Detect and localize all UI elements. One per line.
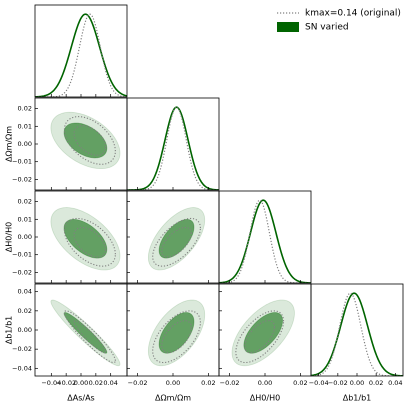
- y-tick-label: 0.02: [18, 105, 32, 113]
- plot-area: [50, 299, 121, 367]
- x-tick-label: 0.02: [369, 379, 383, 387]
- plot-area: [311, 292, 403, 376]
- y-tick-label: 0.02: [18, 307, 32, 315]
- x-tick-label: 0.02: [293, 379, 307, 387]
- x-tick-label: 0.00: [258, 379, 272, 387]
- contour: [63, 217, 116, 267]
- panel: [34, 4, 128, 98]
- panel: 0.02 0.01 0.00 −0.01 −0.02: [12, 190, 128, 284]
- y-tick-label: 0.01: [18, 215, 32, 223]
- x-tick-label: 0.00: [166, 379, 180, 387]
- y-tick-label: −0.02: [12, 345, 32, 353]
- contour: [152, 217, 201, 267]
- contour: [152, 310, 201, 364]
- density-curve: [311, 292, 403, 376]
- density-curve: [35, 13, 127, 97]
- x-tick-label: −0.04: [309, 379, 329, 387]
- x-tick-label: −0.02: [328, 379, 348, 387]
- y-tick-label: 0.00: [18, 233, 32, 241]
- density-curve: [127, 106, 219, 190]
- y-axis-label: Δb1/b1: [5, 316, 14, 345]
- plot-area: [147, 207, 206, 271]
- x-axis-label: ΔΩm/Ωm: [155, 394, 191, 403]
- contour: [243, 312, 283, 354]
- x-tick-label: −0.02: [128, 379, 148, 387]
- legend-swatch: [277, 22, 299, 32]
- contour: [63, 310, 116, 364]
- y-tick-label: 0.01: [18, 122, 32, 130]
- x-axis-label: ΔAs/As: [67, 394, 94, 403]
- contour: [63, 116, 116, 165]
- y-tick-label: −0.01: [12, 251, 32, 259]
- panel: −0.04 −0.02 0.00 0.02 0.04: [309, 283, 404, 387]
- x-tick-label: 0.02: [89, 379, 103, 387]
- contour: [161, 226, 192, 258]
- density-curve: [127, 106, 219, 190]
- x-axis-label: ΔH0/H0: [250, 394, 280, 403]
- y-tick-label: −0.04: [12, 364, 32, 372]
- panel: 0.02 0.01 0.00 −0.01 −0.02: [12, 97, 128, 191]
- density-curve: [219, 199, 311, 283]
- panel: [126, 190, 220, 284]
- x-tick-label: 0.04: [388, 379, 402, 387]
- x-axis-label: Δb1/b1: [343, 394, 372, 403]
- x-tick-label: −0.02: [220, 379, 240, 387]
- x-tick-label: −0.04: [41, 379, 61, 387]
- x-tick-label: 0.00: [74, 379, 88, 387]
- legend-label: SN varied: [305, 23, 349, 33]
- density-curve: [311, 292, 403, 376]
- y-tick-label: 0.00: [18, 140, 32, 148]
- density-curve: [219, 199, 311, 283]
- y-axis-label: ΔΩm/Ωm: [5, 126, 14, 162]
- panel: −0.02 0.00 0.02: [126, 283, 220, 387]
- panel: [126, 97, 220, 191]
- contour: [235, 310, 285, 364]
- panel: [218, 190, 312, 284]
- plot-area: [35, 13, 127, 97]
- y-tick-label: −0.01: [12, 158, 32, 166]
- panel-frame: [310, 283, 404, 377]
- y-tick-label: −0.02: [12, 175, 32, 183]
- y-axis-label: ΔH0/H0: [5, 222, 14, 252]
- panel-frame: [218, 190, 312, 284]
- plot-area: [219, 199, 311, 283]
- panel: −0.02 0.00 0.02: [218, 283, 312, 387]
- plot-area: [147, 299, 206, 367]
- panel: −0.04−0.020.00 0.02 0.040.040.020.00−0.02−…: [12, 283, 128, 387]
- y-tick-label: 0.04: [18, 288, 32, 296]
- plot-area: [231, 299, 295, 367]
- plot-area: [50, 111, 121, 170]
- legend-label: kmax=0.14 (original): [305, 9, 401, 19]
- y-tick-label: 0.02: [18, 198, 32, 206]
- x-tick-label: −0.02: [56, 379, 76, 387]
- x-tick-label: 0.04: [103, 379, 117, 387]
- plot-area: [127, 106, 219, 190]
- contour: [63, 219, 108, 259]
- y-tick-label: 0.00: [18, 326, 32, 334]
- x-tick-label: 0.02: [201, 379, 215, 387]
- plot-area: [50, 207, 121, 271]
- y-tick-label: −0.02: [12, 268, 32, 276]
- contour: [73, 125, 107, 156]
- x-tick-label: 0.00: [350, 379, 364, 387]
- contour: [63, 312, 108, 354]
